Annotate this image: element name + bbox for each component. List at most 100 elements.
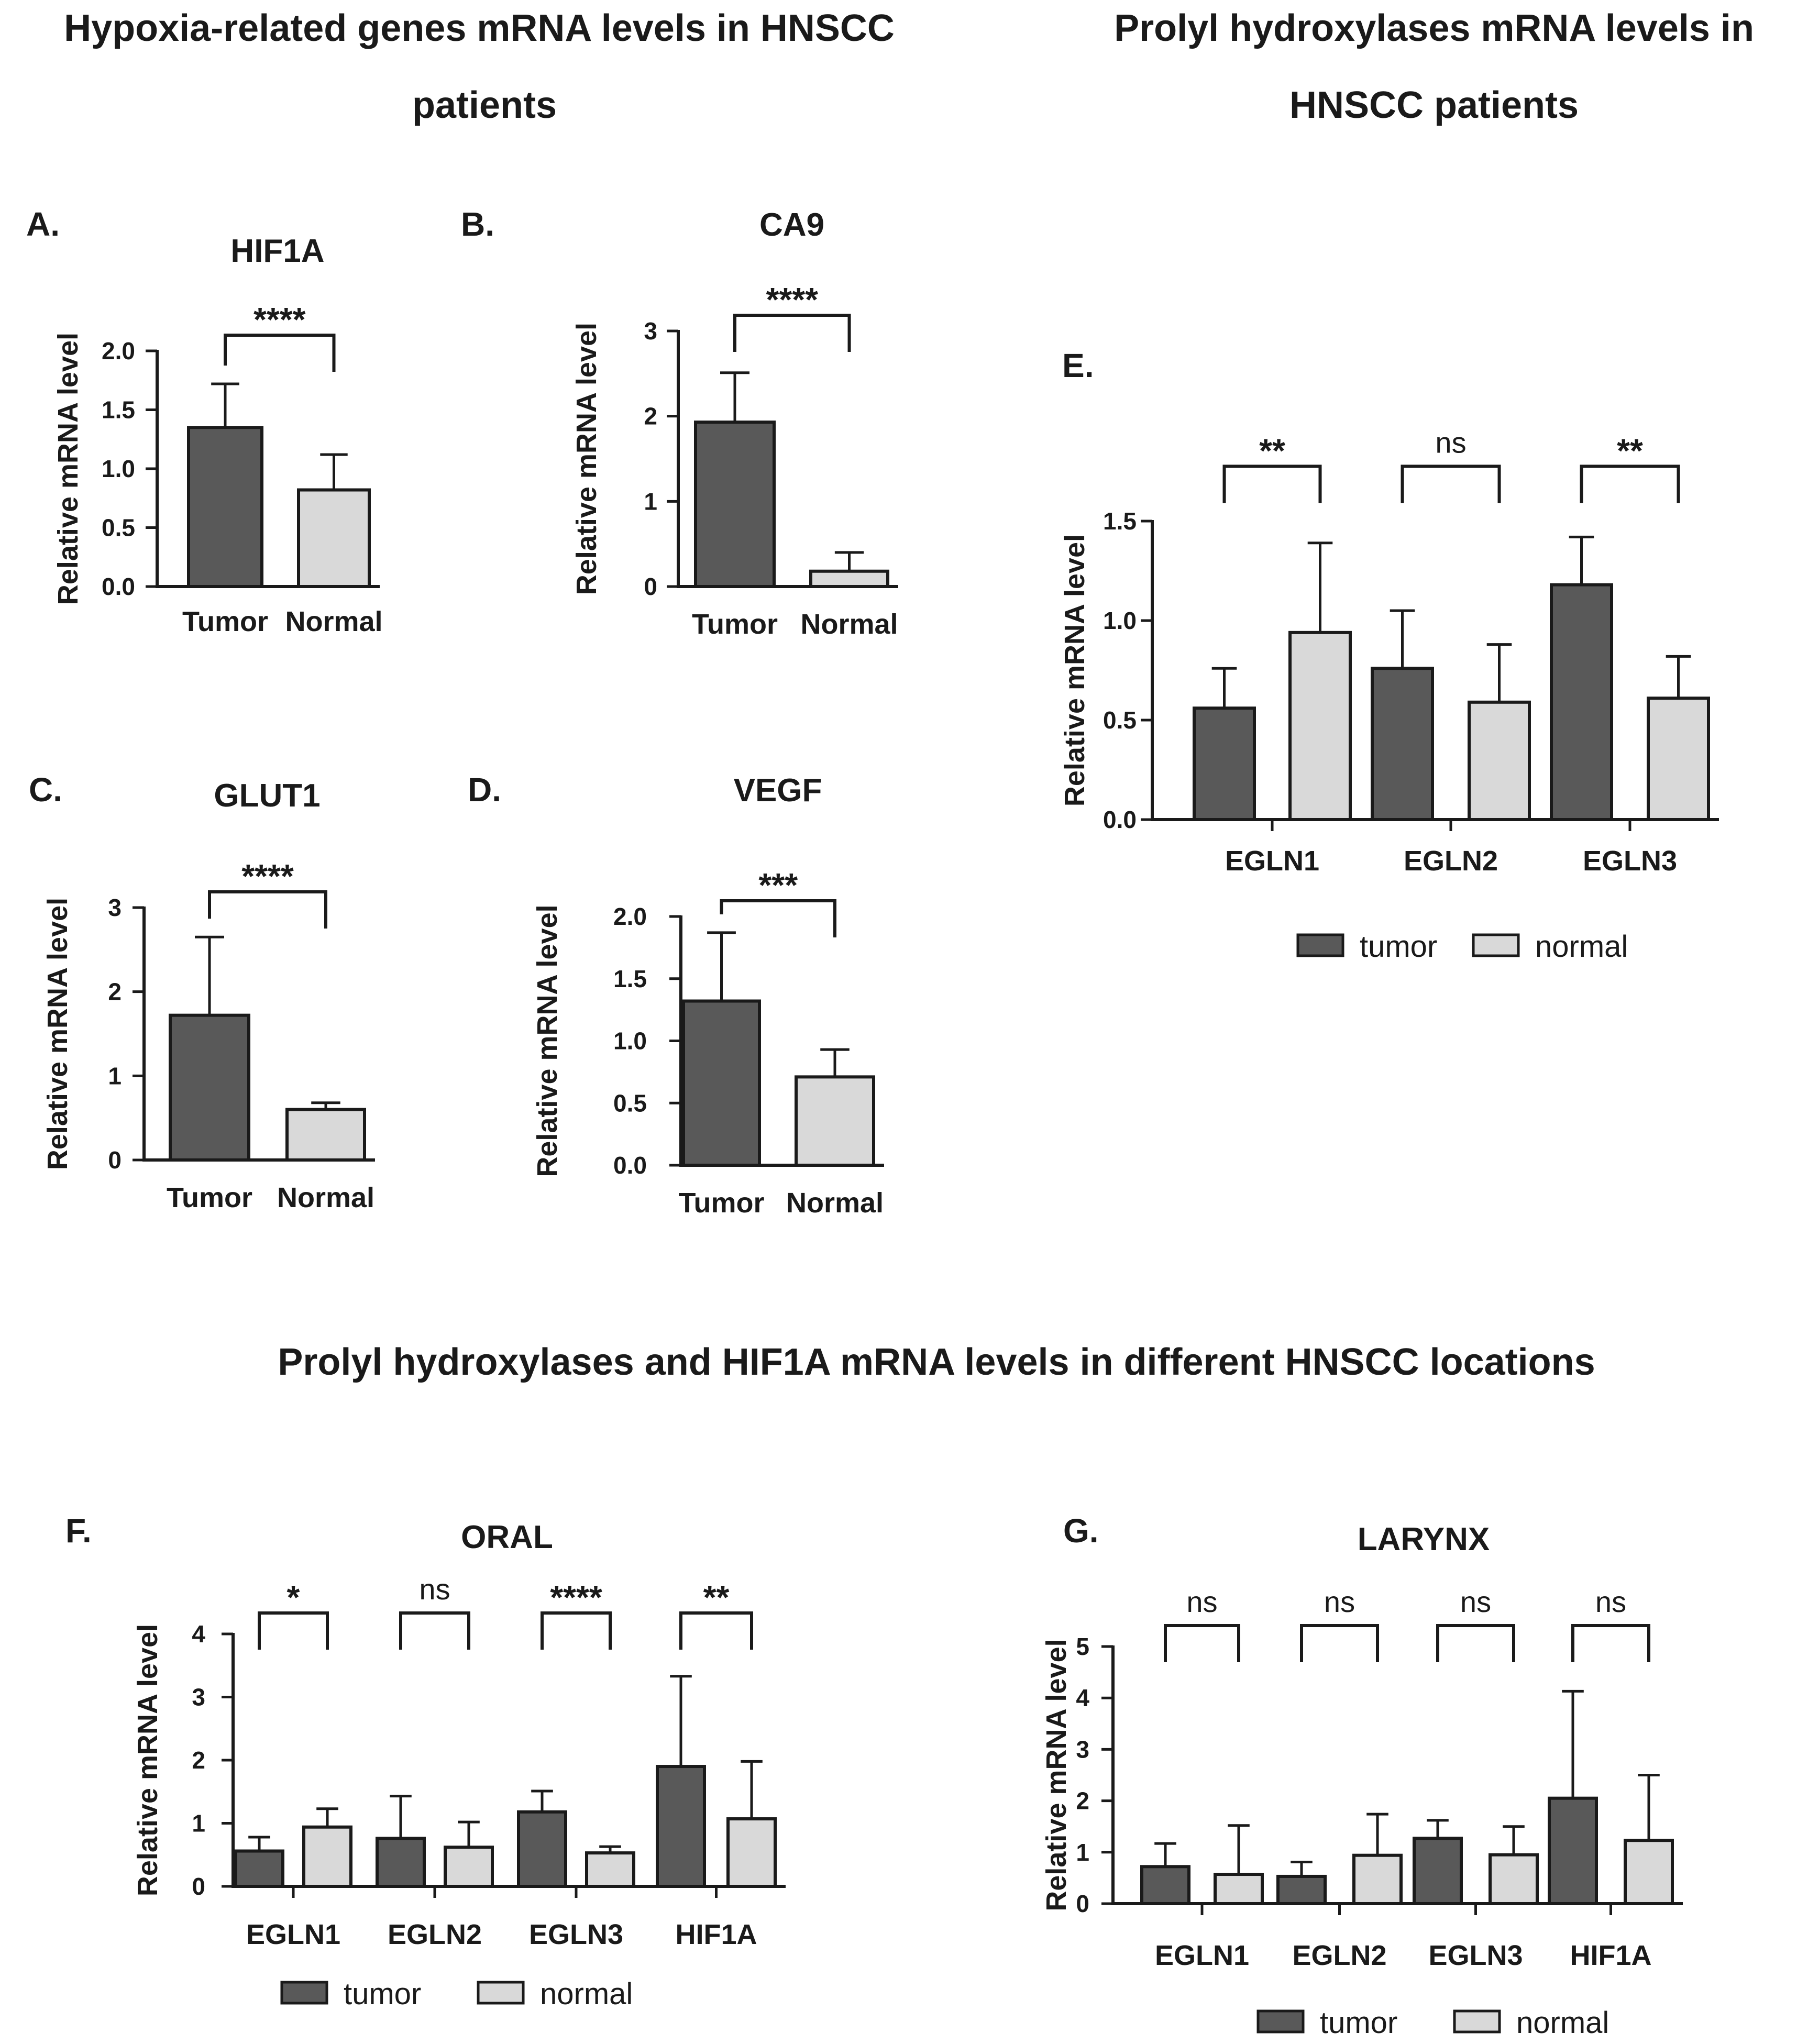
y-tick-label: 0	[192, 1873, 205, 1900]
y-tick-label: 3	[644, 317, 657, 345]
x-category-label: Tumor	[679, 1187, 765, 1219]
y-tick-label: 0.0	[613, 1152, 647, 1179]
significance-bracket	[1401, 465, 1501, 503]
bar-tumor-1	[376, 1837, 426, 1888]
y-tick-label: 0	[1076, 1890, 1089, 1917]
y-tick-label: 2.0	[102, 337, 135, 364]
bar-tumor-2	[517, 1810, 567, 1888]
significance-label: **	[703, 1578, 730, 1616]
chart-title: CA9	[759, 207, 824, 243]
chart-title: VEGF	[734, 772, 822, 809]
bar-normal-2	[1489, 1853, 1539, 1905]
significance-label: ns	[1324, 1585, 1355, 1618]
bar-values-1	[285, 1108, 366, 1162]
x-category-label: Normal	[277, 1182, 374, 1213]
chart-panel-d: D. VEGF Relative mRNA level 0.0 0.5 1.0 1.5 2.0…	[468, 771, 884, 1219]
bar-values-1	[297, 488, 371, 588]
chart-title: LARYNX	[1358, 1521, 1490, 1557]
legend-label-tumor: tumor	[1360, 930, 1437, 964]
significance-label: **	[1617, 432, 1643, 469]
y-tick-label: 0.5	[1103, 706, 1137, 734]
chart-panel-a: A. HIF1A Relative mRNA level 0.0 0.5 1.0 1.5 2.…	[26, 205, 383, 637]
y-tick-label: 4	[1076, 1684, 1089, 1711]
significance-bracket	[258, 1611, 329, 1650]
chart-panel-c: C. GLUT1 Relative mRNA level 0 1 2 3 Tumor Norma…	[29, 771, 375, 1213]
bar-tumor-1	[1276, 1874, 1327, 1906]
legend-label-normal: normal	[540, 1977, 633, 2011]
x-category-label: EGLN2	[388, 1919, 482, 1950]
y-tick-label: 2	[192, 1747, 205, 1774]
legend-swatch-normal	[1453, 2009, 1501, 2034]
bar-normal-2	[585, 1851, 635, 1888]
bar-tumor-2	[1550, 583, 1613, 821]
y-tick-label: 1.5	[102, 396, 135, 424]
y-tick-label: 0.0	[102, 573, 135, 600]
y-axis-label: Relative mRNA level	[1059, 534, 1090, 806]
x-category-label: Tumor	[167, 1182, 252, 1213]
panel-label-e: E.	[1062, 347, 1094, 384]
chart-panel-e: E. Relative mRNA level 0.0 0.5 1.0 1.5 EGLN1 EG…	[1059, 347, 1719, 964]
bar-normal-0	[302, 1825, 352, 1888]
y-axis-label: Relative mRNA level	[52, 333, 84, 605]
significance-label: ****	[766, 281, 818, 318]
x-category-label: HIF1A	[675, 1919, 757, 1950]
y-tick-label: 4	[192, 1620, 205, 1648]
y-tick-label: 1.0	[1103, 607, 1137, 634]
bar-normal-1	[1352, 1853, 1403, 1905]
x-category-label: EGLN1	[1155, 1940, 1249, 1971]
bar-normal-3	[726, 1817, 777, 1888]
x-category-label: Tumor	[692, 609, 778, 640]
y-tick-label: 0.0	[1103, 806, 1137, 833]
significance-bracket	[1222, 465, 1322, 503]
panel-label-d: D.	[468, 771, 501, 809]
significance-label: ***	[758, 866, 798, 904]
chart-panel-f: F. ORAL Relative mRNA level 0 1 2 3 4 EGLN1 EGLN2…	[65, 1512, 786, 2011]
y-tick-label: 1	[1076, 1839, 1089, 1866]
bar-tumor-0	[234, 1849, 284, 1888]
legend-label-tumor: tumor	[344, 1977, 421, 2011]
x-category-label: EGLN2	[1292, 1940, 1386, 1971]
significance-bracket	[679, 1611, 753, 1650]
significance-bracket	[1571, 1624, 1650, 1662]
y-tick-label: 1	[108, 1062, 122, 1089]
y-tick-label: 0.5	[102, 514, 135, 542]
significance-bracket	[1164, 1624, 1240, 1662]
bar-tumor-1	[1371, 667, 1434, 821]
x-category-label: Normal	[285, 606, 382, 637]
bar-values-1	[795, 1075, 875, 1167]
significance-bracket	[1436, 1624, 1515, 1662]
bar-values-0	[682, 999, 761, 1167]
bar-tumor-2	[1413, 1837, 1463, 1905]
x-category-label: EGLN3	[1583, 845, 1677, 877]
legend-swatch-normal	[477, 1981, 525, 2005]
section-title-prolyl-line2: HNSCC patients	[1289, 84, 1579, 126]
chart-title: GLUT1	[214, 778, 320, 814]
significance-bracket	[733, 314, 851, 352]
y-tick-label: 3	[1076, 1736, 1089, 1763]
y-tick-label: 1.5	[1103, 507, 1137, 535]
y-tick-label: 1	[644, 488, 657, 515]
legend-swatch-tumor	[280, 1981, 328, 2005]
significance-bracket	[541, 1611, 612, 1650]
significance-bracket	[399, 1611, 470, 1650]
panel-label-f: F.	[65, 1512, 92, 1550]
bar-values-0	[187, 426, 263, 588]
y-axis-label: Relative mRNA level	[1041, 1639, 1072, 1911]
y-tick-label: 2	[1076, 1787, 1089, 1815]
legend-label-tumor: tumor	[1320, 2006, 1397, 2040]
x-category-label: EGLN2	[1404, 845, 1498, 877]
significance-label: ns	[1460, 1585, 1491, 1618]
y-axis-label: Relative mRNA level	[42, 898, 73, 1170]
bar-normal-3	[1624, 1839, 1674, 1906]
significance-bracket	[720, 899, 836, 937]
significance-label: ****	[253, 301, 306, 338]
y-tick-label: 0	[644, 573, 657, 600]
significance-bracket	[1580, 465, 1680, 503]
charts-layer: A. HIF1A Relative mRNA level 0.0 0.5 1.0 1.5 2.…	[26, 205, 1719, 2040]
y-axis-label: Relative mRNA level	[532, 904, 563, 1177]
y-tick-label: 2	[108, 978, 122, 1006]
significance-bracket	[224, 334, 336, 372]
significance-label: ****	[550, 1578, 602, 1616]
significance-label: **	[1259, 432, 1285, 469]
